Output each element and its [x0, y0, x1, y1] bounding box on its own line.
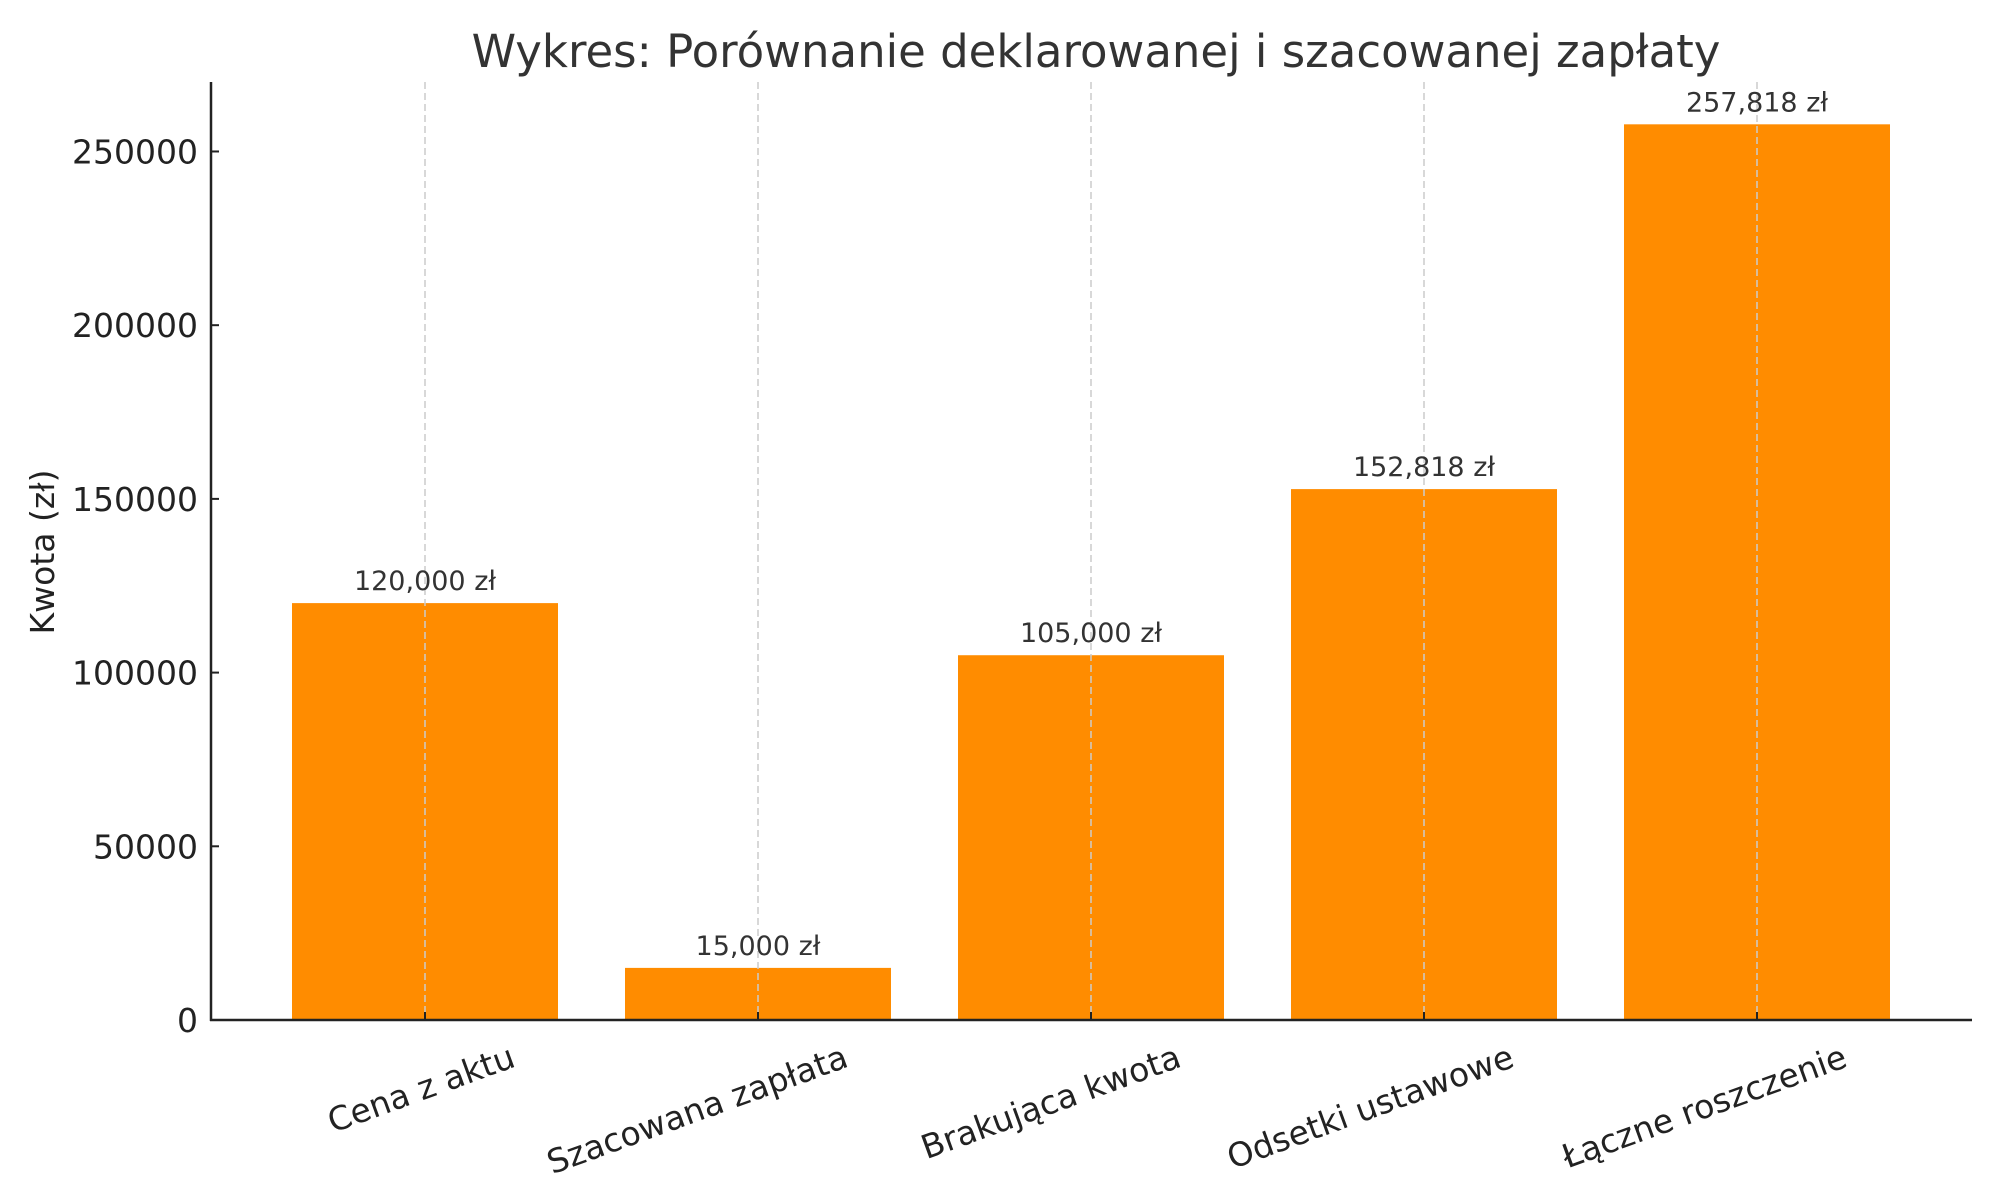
y-tick-label: 0 [177, 1001, 198, 1040]
x-tick-label: Szacowana zapłata [542, 1037, 853, 1182]
x-axis-ticks: Cena z aktu Szacowana zapłata Brakująca kw… [322, 1012, 1852, 1182]
x-tick-label: Łączne roszczenie [1556, 1037, 1852, 1176]
bar-brakująca-kwota [958, 655, 1224, 1020]
y-tick-label: 200000 [72, 306, 198, 345]
y-tick-label: 150000 [72, 480, 198, 519]
bar-value-label: 105,000 zł [1020, 618, 1162, 649]
y-axis-ticks: 0 50000 100000 150000 200000 250000 [72, 132, 219, 1040]
bar-value-label: 257,818 zł [1686, 87, 1828, 118]
y-tick-label: 50000 [93, 827, 198, 866]
y-tick-label: 100000 [72, 654, 198, 693]
chart-title: Wykres: Porównanie deklarowanej i szacow… [472, 25, 1721, 78]
bar-value-label: 152,818 zł [1353, 452, 1495, 483]
bar-value-label: 15,000 zł [696, 931, 821, 962]
x-tick-label: Brakująca kwota [916, 1037, 1186, 1167]
y-axis-label: Kwota (zł) [23, 470, 62, 635]
value-labels: 120,000 zł 15,000 zł 105,000 zł 152,818 zł 2… [354, 87, 1828, 962]
x-tick-label: Odsetki ustawowe [1222, 1037, 1519, 1177]
gridlines [424, 82, 1758, 1020]
x-tick-label: Cena z aktu [322, 1037, 520, 1141]
bar-value-label: 120,000 zł [354, 566, 496, 597]
y-tick-label: 250000 [72, 132, 198, 171]
